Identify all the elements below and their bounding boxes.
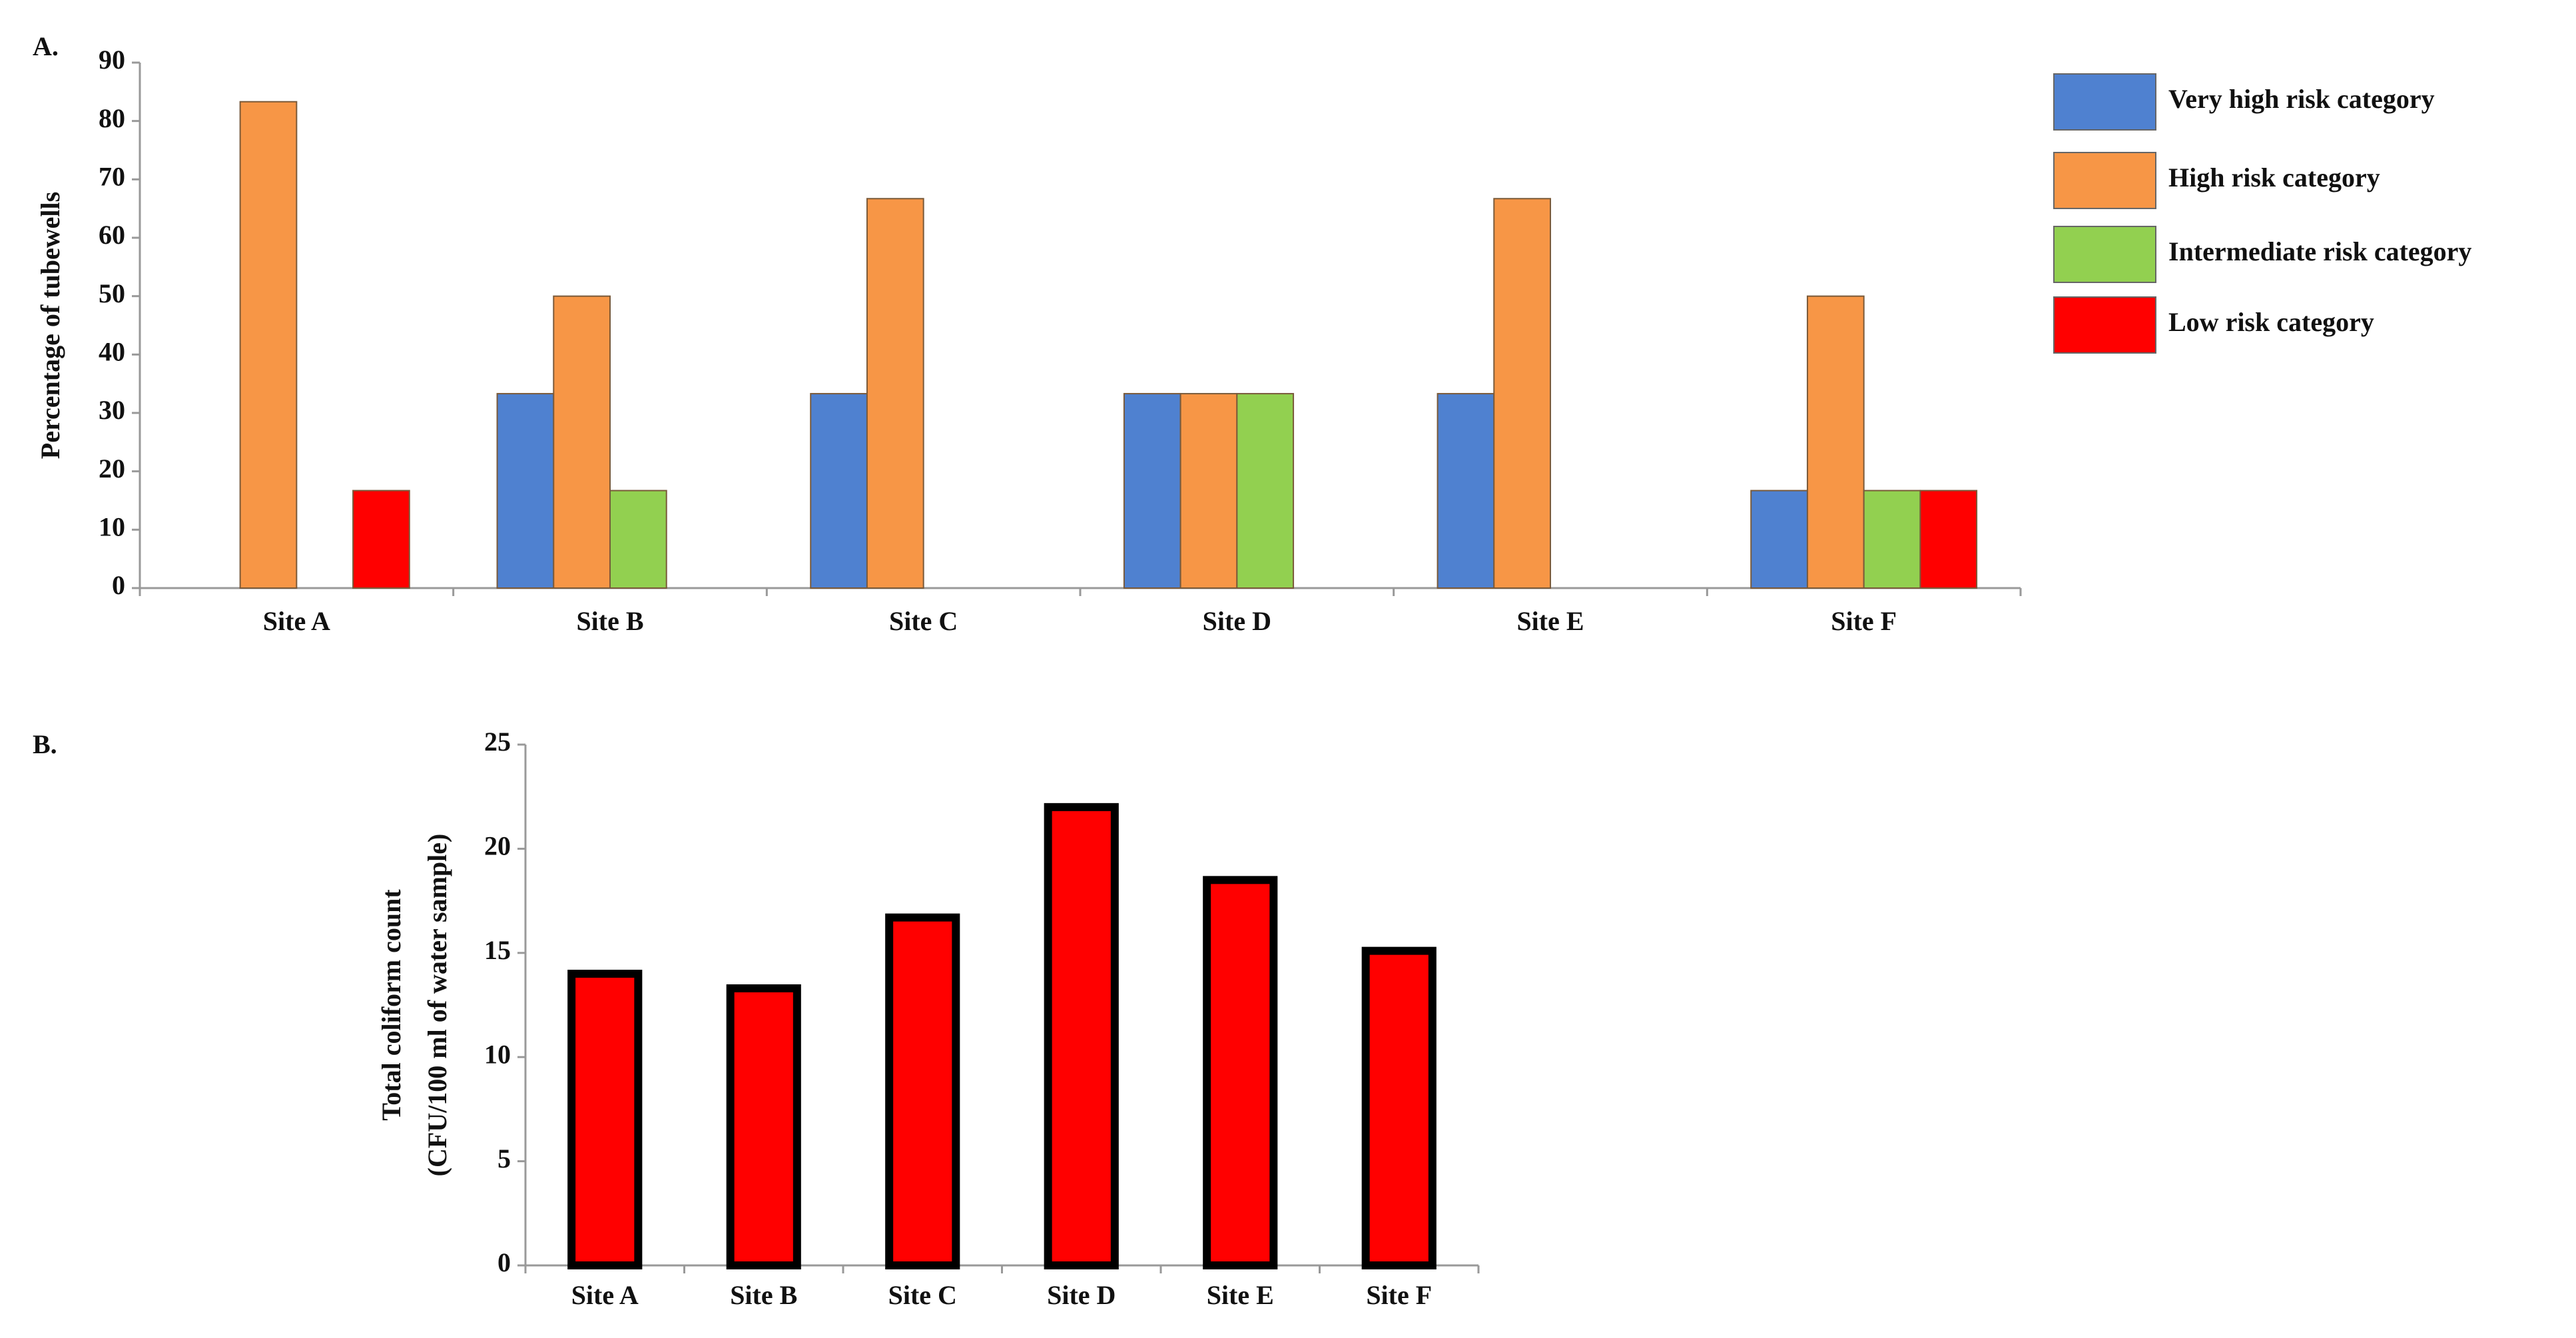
legend-label: High risk category: [2168, 163, 2380, 192]
bar: [1863, 490, 1921, 589]
bar: [1493, 198, 1552, 589]
y-tick-label: 80: [99, 103, 125, 133]
legend-label: Intermediate risk category: [2168, 236, 2471, 266]
y-tick-label: 30: [99, 395, 125, 425]
x-tick-label: Site F: [1831, 606, 1897, 636]
x-tick-label: Site E: [1207, 1280, 1274, 1310]
y-tick-label: 15: [484, 935, 511, 965]
bar: [1919, 490, 1978, 589]
legend-label: Very high risk category: [2168, 84, 2435, 114]
bar: [553, 295, 611, 589]
x-tick-label: Site D: [1203, 606, 1271, 636]
y-tick-label: 25: [484, 727, 511, 757]
x-tick-label: Site F: [1366, 1280, 1432, 1310]
bar: [885, 913, 960, 1269]
x-tick-label: Site B: [730, 1280, 797, 1310]
bar: [1750, 490, 1808, 589]
y-tick-label: 70: [99, 162, 125, 192]
bar: [1179, 393, 1238, 589]
x-tick-label: Site A: [263, 606, 330, 636]
bar: [1437, 393, 1495, 589]
bar: [496, 393, 555, 589]
legend-swatch: [2053, 296, 2156, 354]
bar: [567, 970, 643, 1269]
legend-swatch: [2053, 152, 2156, 209]
y-tick-label: 90: [99, 45, 125, 75]
y-tick-label: 0: [112, 570, 125, 600]
panel-label: B.: [33, 729, 57, 759]
x-tick-label: Site D: [1047, 1280, 1116, 1310]
x-tick-label: Site C: [888, 1280, 957, 1310]
x-tick-label: Site B: [576, 606, 643, 636]
panel-label: A.: [33, 31, 59, 61]
y-axis-label: Percentage of tubewells: [35, 192, 65, 459]
bar: [726, 984, 801, 1269]
bar: [1123, 393, 1181, 589]
bar: [1806, 295, 1865, 589]
legend-swatch: [2053, 73, 2156, 131]
y-tick-label: 20: [99, 454, 125, 484]
bar: [239, 101, 298, 589]
bar: [609, 490, 667, 589]
y-tick-label: 10: [99, 512, 125, 542]
y-tick-label: 10: [484, 1039, 511, 1069]
bar: [1044, 803, 1119, 1269]
bar: [810, 393, 868, 589]
bar: [352, 490, 410, 589]
x-tick-label: Site A: [571, 1280, 639, 1310]
bar: [866, 198, 924, 589]
legend-swatch: [2053, 226, 2156, 283]
y-axis-label: Total coliform count: [376, 889, 406, 1121]
y-tick-label: 50: [99, 278, 125, 308]
legend-label: Low risk category: [2168, 307, 2374, 337]
y-tick-label: 40: [99, 337, 125, 367]
bar: [1203, 876, 1278, 1269]
bar: [1361, 946, 1437, 1269]
bar: [1236, 393, 1295, 589]
y-axis-label: (CFU/100 ml of water sample): [422, 834, 452, 1177]
x-tick-label: Site E: [1516, 606, 1584, 636]
y-tick-label: 20: [484, 831, 511, 861]
y-tick-label: 0: [497, 1247, 511, 1277]
x-tick-label: Site C: [889, 606, 958, 636]
y-tick-label: 5: [497, 1144, 511, 1173]
y-tick-label: 60: [99, 220, 125, 250]
